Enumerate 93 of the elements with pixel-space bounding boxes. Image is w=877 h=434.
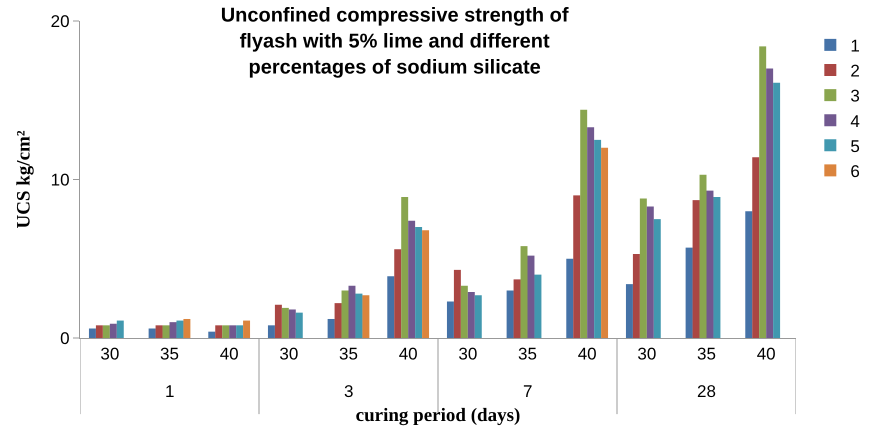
text: 7 (523, 382, 532, 401)
x-axis-title: curing period (days) (356, 405, 520, 426)
bar (243, 320, 250, 338)
x-tick-label: 40 (756, 344, 776, 364)
bar (752, 157, 760, 338)
x-tick-label: 40 (220, 344, 239, 364)
bar (640, 198, 647, 338)
y-tick-label: 20 (50, 12, 70, 31)
bar (601, 148, 608, 338)
bar (96, 325, 103, 338)
bar (654, 219, 661, 338)
bar (692, 200, 700, 338)
y-tick-label: 10 (50, 170, 70, 190)
x-tick-label: 35 (518, 344, 537, 364)
text: Unconfined compressive strength of flyash with 5% lime and different percentages of sodium silicate (220, 4, 569, 79)
bar (328, 318, 335, 338)
bar (745, 211, 752, 338)
bar (156, 325, 163, 338)
bar (626, 284, 633, 338)
bar (446, 302, 454, 338)
bar (355, 294, 362, 338)
bar (594, 140, 602, 338)
legend-label: 6 (850, 162, 860, 182)
bar (334, 303, 342, 338)
bar (422, 230, 430, 338)
bar (288, 309, 296, 338)
bar (274, 304, 282, 338)
bar (587, 127, 594, 338)
bar (236, 325, 244, 338)
x-tick-label: 30 (637, 344, 656, 364)
bar (102, 325, 110, 338)
bar (394, 249, 402, 338)
bar (148, 328, 156, 338)
bar (215, 325, 222, 338)
legend-label: 5 (850, 136, 860, 156)
bar (222, 325, 230, 338)
bar (116, 320, 124, 338)
bar (700, 174, 706, 338)
bar (468, 292, 475, 338)
bar (632, 254, 640, 338)
bar (296, 312, 303, 338)
x-tick-label: 35 (339, 344, 358, 364)
x-tick-label: 35 (697, 344, 716, 364)
bar (387, 276, 394, 338)
bar (208, 332, 216, 338)
bar (415, 227, 422, 338)
bar (454, 270, 461, 338)
bar (528, 256, 534, 338)
bar (342, 290, 348, 338)
bar (110, 324, 117, 338)
bar (773, 82, 780, 338)
bar (282, 308, 289, 338)
bar (514, 279, 521, 338)
text: 3 (344, 382, 354, 401)
legend-label: 1 (850, 36, 860, 56)
bar (401, 196, 408, 338)
bar (580, 110, 588, 338)
bar (534, 274, 542, 338)
bar (170, 322, 176, 338)
x-tick-label: 35 (160, 344, 179, 364)
y-tick-label: 0 (60, 328, 70, 348)
bar (713, 196, 720, 338)
x-tick-label: 30 (100, 344, 120, 364)
bar (268, 325, 275, 338)
bar (348, 286, 356, 338)
bar (520, 246, 528, 338)
bar (176, 320, 184, 338)
bar (706, 190, 714, 338)
legend-label: 4 (850, 112, 860, 131)
text: 1 (165, 382, 174, 401)
text: 28 (697, 382, 716, 401)
bar (506, 290, 514, 338)
bar (88, 328, 96, 338)
x-tick-label: 40 (398, 344, 418, 364)
y-axis-title: UCS kg/cm² (14, 130, 35, 229)
bar (229, 325, 236, 338)
bar (566, 258, 574, 338)
legend-label: 2 (850, 62, 860, 81)
x-tick-label: 30 (458, 344, 478, 364)
bar (408, 220, 416, 338)
bar (766, 68, 774, 338)
bar (183, 318, 190, 338)
legend-label: 3 (850, 86, 860, 106)
x-tick-label: 30 (279, 344, 298, 364)
bar (573, 195, 580, 338)
bar (474, 295, 482, 338)
bar (362, 295, 370, 338)
bar (162, 325, 170, 338)
x-tick-label: 40 (578, 344, 597, 364)
bar (460, 286, 468, 338)
bar (759, 46, 766, 338)
bar (686, 248, 693, 338)
bar (646, 206, 654, 338)
